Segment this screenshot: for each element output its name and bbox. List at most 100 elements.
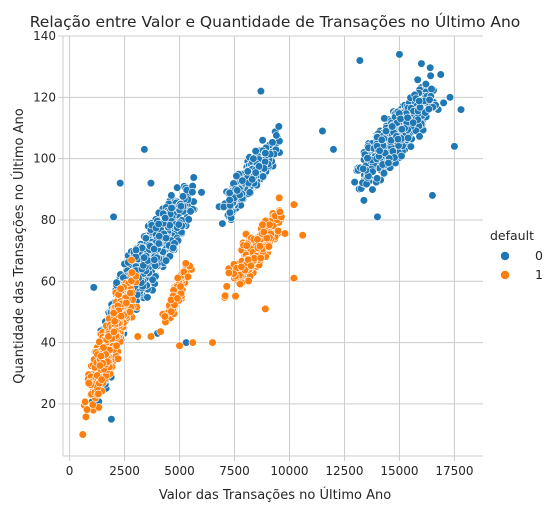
- data-point-1: [258, 220, 267, 229]
- data-point-0: [243, 167, 252, 176]
- data-point-0: [395, 50, 404, 59]
- chart-title: Relação entre Valor e Quantidade de Tran…: [30, 12, 521, 31]
- data-point-0: [424, 104, 433, 114]
- data-point-0: [148, 275, 157, 284]
- axes: 0 2500 5000 7500 10000 12500 15000 17500 20 40 60 8…: [33, 29, 483, 478]
- data-point-0: [428, 191, 437, 200]
- data-point-1: [109, 327, 119, 337]
- data-point-1: [81, 412, 91, 421]
- data-point-0: [350, 178, 359, 187]
- data-point-1: [112, 341, 121, 350]
- data-point-1: [255, 242, 265, 251]
- data-point-0: [404, 133, 413, 143]
- data-point-1: [275, 193, 284, 202]
- data-point-0: [413, 75, 422, 84]
- data-point-0: [425, 95, 434, 104]
- data-point-1: [88, 400, 97, 409]
- x-tick-label: 10000: [270, 464, 308, 478]
- data-point-0: [238, 176, 247, 185]
- data-point-1: [156, 327, 165, 336]
- data-point-1: [235, 279, 245, 289]
- data-point-1: [95, 361, 105, 370]
- data-point-0: [406, 142, 415, 151]
- data-point-1: [208, 338, 217, 347]
- data-point-1: [173, 273, 182, 283]
- data-point-1: [176, 282, 185, 291]
- data-point-0: [368, 185, 377, 194]
- data-point-0: [256, 87, 266, 96]
- data-point-0: [248, 175, 257, 184]
- x-tick-label: 7500: [219, 464, 250, 478]
- data-point-1: [125, 307, 134, 317]
- data-point-0: [272, 131, 281, 140]
- data-point-0: [161, 256, 171, 265]
- data-point-1: [117, 312, 126, 321]
- data-point-0: [184, 215, 193, 224]
- data-point-0: [176, 202, 186, 211]
- data-point-1: [231, 292, 240, 301]
- x-tick-label: 17500: [435, 464, 473, 478]
- data-point-0: [377, 135, 386, 145]
- data-point-1: [113, 354, 123, 363]
- data-point-1: [81, 397, 90, 407]
- data-point-0: [155, 232, 164, 241]
- y-tick-label: 120: [33, 90, 56, 104]
- data-point-0: [249, 154, 258, 163]
- data-point-0: [393, 135, 403, 144]
- legend-label-0: 0: [535, 248, 543, 263]
- data-point-1: [160, 312, 169, 321]
- data-point-1: [264, 242, 274, 251]
- data-point-0: [439, 98, 448, 107]
- data-point-1: [275, 207, 285, 217]
- data-points: [78, 50, 466, 439]
- y-tick-label: 60: [41, 274, 56, 288]
- data-point-0: [417, 59, 426, 68]
- x-axis-label: Valor das Transações no Último Ano: [159, 487, 391, 503]
- data-point-0: [178, 192, 188, 201]
- data-point-0: [397, 125, 406, 134]
- data-point-0: [140, 253, 149, 262]
- data-point-0: [363, 154, 372, 163]
- data-point-0: [251, 168, 260, 177]
- data-point-1: [256, 253, 265, 263]
- data-point-0: [141, 234, 150, 243]
- data-point-0: [403, 113, 412, 122]
- data-point-0: [143, 293, 152, 302]
- data-point-1: [259, 227, 268, 237]
- data-point-1: [116, 284, 125, 293]
- data-point-1: [126, 288, 135, 298]
- data-point-1: [246, 261, 256, 270]
- data-point-0: [107, 415, 116, 424]
- data-point-0: [415, 132, 424, 141]
- data-point-0: [409, 118, 418, 127]
- data-point-1: [84, 379, 93, 388]
- data-point-1: [127, 268, 137, 277]
- data-point-0: [372, 174, 382, 183]
- data-point-0: [112, 278, 121, 287]
- grid-lines: [63, 35, 483, 456]
- x-tick-label: 5000: [164, 464, 195, 478]
- data-point-0: [415, 96, 424, 106]
- data-point-0: [167, 204, 176, 213]
- data-point-1: [167, 307, 176, 316]
- data-point-0: [150, 244, 159, 254]
- data-point-0: [359, 196, 369, 205]
- data-point-1: [146, 332, 156, 341]
- data-point-0: [116, 179, 125, 188]
- data-point-1: [289, 274, 298, 283]
- data-point-0: [426, 63, 435, 72]
- data-point-1: [181, 259, 190, 268]
- data-point-1: [110, 317, 119, 326]
- data-point-0: [169, 243, 178, 252]
- data-point-0: [154, 239, 163, 248]
- data-point-0: [373, 212, 382, 221]
- data-point-1: [224, 268, 233, 278]
- data-point-0: [379, 169, 389, 178]
- data-point-1: [265, 220, 274, 229]
- data-point-0: [388, 122, 397, 131]
- data-point-1: [97, 375, 106, 384]
- data-point-0: [261, 149, 270, 158]
- data-point-1: [133, 332, 142, 341]
- legend-title: default: [490, 228, 534, 243]
